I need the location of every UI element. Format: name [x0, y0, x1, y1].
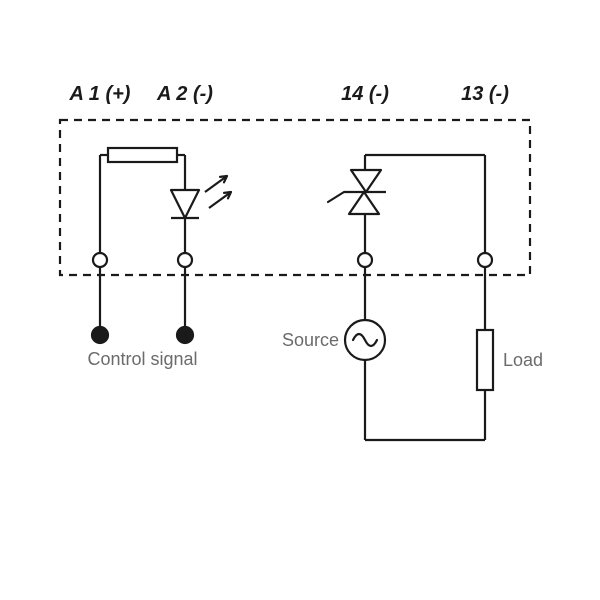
- label-14: 14 (-): [341, 83, 389, 105]
- label-a2: A 2 (-): [156, 83, 213, 105]
- resistor: [108, 148, 177, 162]
- label-load: Load: [503, 350, 543, 370]
- label-control: Control signal: [87, 349, 197, 369]
- load-resistor: [477, 330, 493, 390]
- control-node-neg: [177, 327, 193, 343]
- terminal-a2: [178, 253, 192, 267]
- ssr-circuit-diagram: A 1 (+) A 2 (-) 14 (-) 13 (-) Control signal…: [0, 0, 600, 600]
- terminal-13: [478, 253, 492, 267]
- enclosure-box: [60, 120, 530, 275]
- led-diode: [171, 190, 199, 218]
- label-13: 13 (-): [461, 83, 509, 105]
- control-node-pos: [92, 327, 108, 343]
- terminal-a1: [93, 253, 107, 267]
- triac: [351, 170, 381, 192]
- terminal-14: [358, 253, 372, 267]
- label-source: Source: [282, 330, 339, 350]
- label-a1: A 1 (+): [69, 83, 131, 105]
